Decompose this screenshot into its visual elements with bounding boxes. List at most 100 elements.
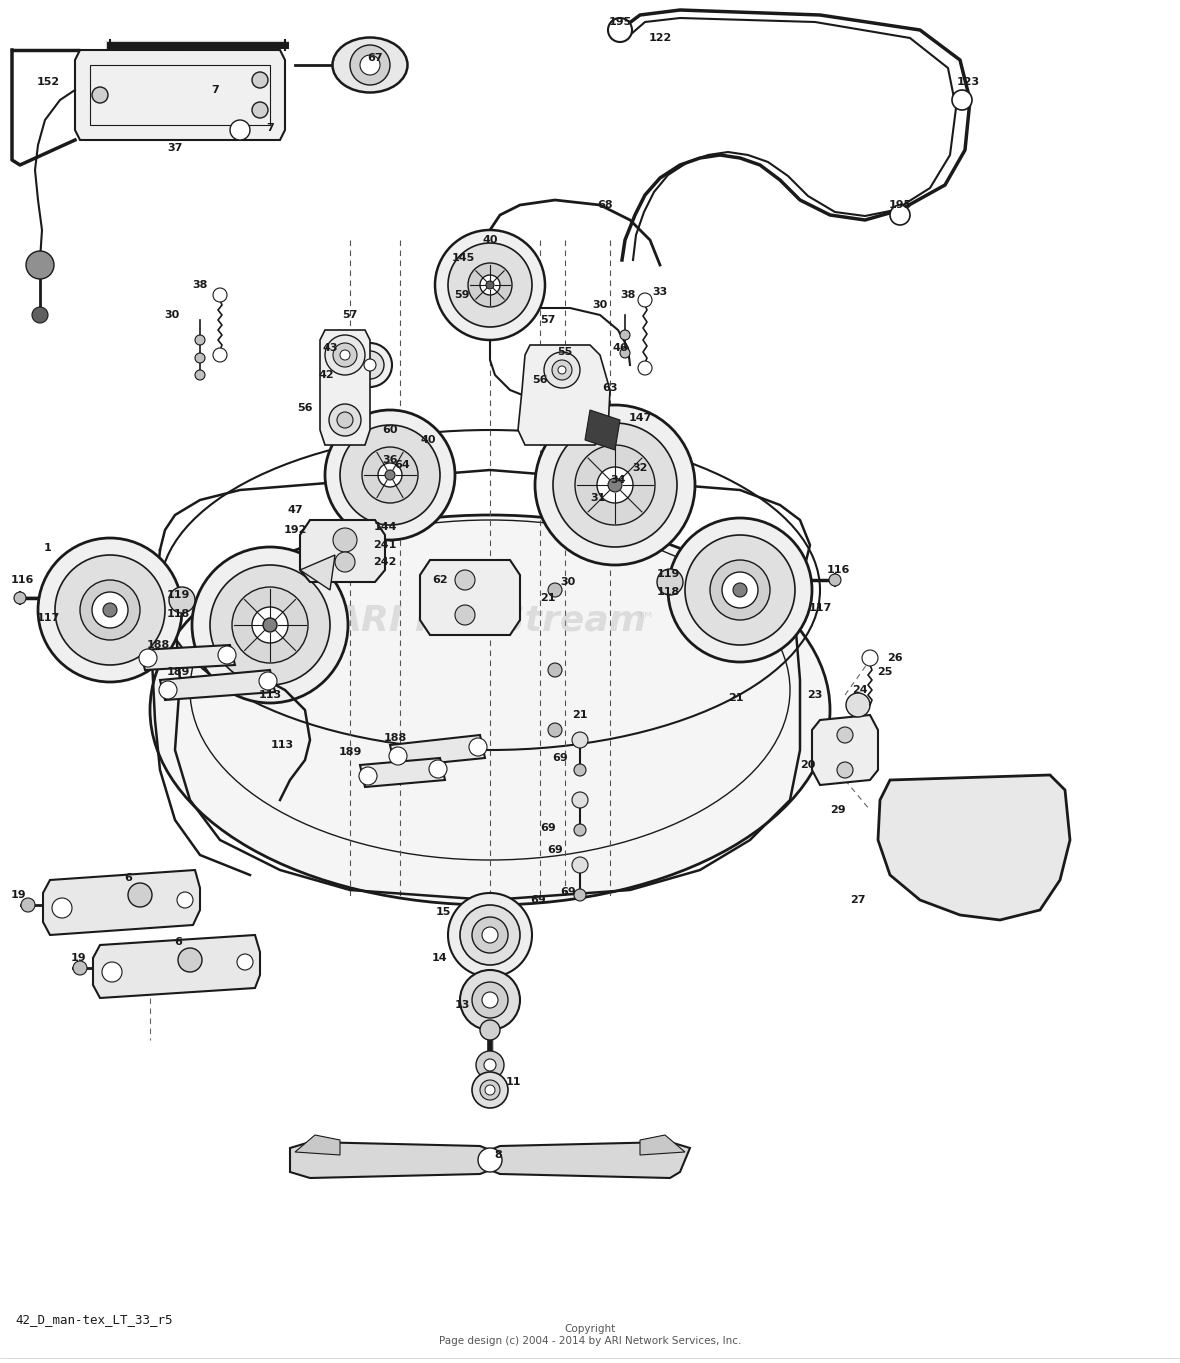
Text: 56: 56 [532, 375, 548, 384]
Circle shape [356, 352, 384, 379]
Circle shape [214, 288, 227, 303]
Circle shape [846, 692, 870, 717]
Circle shape [195, 335, 205, 345]
Text: 70: 70 [168, 44, 183, 53]
Circle shape [468, 737, 487, 756]
Circle shape [385, 470, 395, 480]
Circle shape [573, 765, 586, 776]
Circle shape [548, 662, 562, 677]
Text: 123: 123 [957, 76, 979, 87]
Text: 1: 1 [44, 542, 52, 553]
Text: 30: 30 [164, 309, 179, 320]
Text: 46: 46 [612, 343, 628, 353]
Circle shape [340, 425, 440, 525]
Text: 192: 192 [283, 525, 307, 536]
Circle shape [55, 555, 165, 665]
Circle shape [710, 560, 771, 620]
Circle shape [359, 767, 376, 785]
Text: 64: 64 [394, 459, 409, 470]
Text: 242: 242 [373, 557, 396, 567]
Text: 6: 6 [124, 872, 132, 883]
Text: 42_D_man-tex_LT_33_r5: 42_D_man-tex_LT_33_r5 [15, 1314, 172, 1326]
Circle shape [863, 650, 878, 667]
Circle shape [572, 792, 588, 808]
Ellipse shape [333, 38, 407, 93]
Circle shape [544, 352, 581, 388]
Text: 19: 19 [70, 953, 86, 964]
Circle shape [177, 891, 194, 908]
Text: 152: 152 [37, 76, 59, 87]
Text: ™: ™ [635, 611, 655, 630]
Text: 23: 23 [807, 690, 822, 701]
Circle shape [169, 587, 195, 613]
Circle shape [481, 992, 498, 1009]
Polygon shape [300, 521, 385, 582]
Circle shape [608, 18, 632, 42]
Text: 30: 30 [560, 577, 576, 587]
Text: 56: 56 [297, 403, 313, 413]
Circle shape [258, 672, 277, 690]
Circle shape [485, 1085, 494, 1094]
Text: 21: 21 [540, 593, 556, 602]
Circle shape [686, 536, 795, 645]
Text: 19: 19 [11, 890, 26, 900]
Circle shape [350, 45, 391, 85]
Circle shape [830, 574, 841, 586]
Circle shape [472, 917, 509, 953]
Circle shape [952, 90, 972, 110]
Circle shape [363, 358, 376, 371]
Circle shape [472, 981, 509, 1018]
Text: 42: 42 [319, 369, 334, 380]
Text: 33: 33 [653, 288, 668, 297]
Text: 195: 195 [889, 200, 912, 210]
Circle shape [620, 330, 630, 339]
Circle shape [178, 949, 202, 972]
Polygon shape [290, 1142, 690, 1178]
Text: 31: 31 [590, 493, 605, 503]
Text: 63: 63 [602, 383, 618, 393]
Text: 36: 36 [382, 455, 398, 465]
Text: 7: 7 [211, 85, 218, 95]
Circle shape [324, 410, 455, 540]
Circle shape [38, 538, 182, 682]
Circle shape [237, 954, 253, 970]
Circle shape [195, 353, 205, 363]
Circle shape [337, 412, 353, 428]
Polygon shape [640, 1135, 686, 1154]
Text: 6: 6 [175, 936, 182, 947]
Text: 57: 57 [540, 315, 556, 324]
Text: ARI PartStream: ARI PartStream [333, 602, 647, 637]
Text: 189: 189 [339, 747, 362, 756]
Text: 55: 55 [557, 348, 572, 357]
Text: 69: 69 [540, 823, 556, 833]
Circle shape [548, 583, 562, 597]
Circle shape [608, 478, 622, 492]
Text: 14: 14 [432, 953, 448, 964]
Text: 118: 118 [166, 609, 190, 619]
Circle shape [324, 335, 365, 375]
Circle shape [435, 230, 545, 339]
Polygon shape [518, 345, 610, 444]
Text: 119: 119 [656, 568, 680, 579]
Circle shape [159, 682, 177, 699]
Circle shape [558, 367, 566, 373]
Circle shape [575, 444, 655, 525]
Circle shape [139, 649, 157, 667]
Polygon shape [160, 671, 275, 701]
Circle shape [80, 581, 140, 641]
Circle shape [455, 605, 476, 626]
Text: 67: 67 [367, 53, 382, 63]
Circle shape [253, 72, 268, 89]
Circle shape [638, 361, 653, 375]
Text: 21: 21 [572, 710, 588, 720]
Text: 30: 30 [592, 300, 608, 309]
Ellipse shape [150, 515, 830, 905]
Circle shape [335, 552, 355, 572]
Polygon shape [360, 758, 445, 786]
Text: 27: 27 [851, 895, 866, 905]
Circle shape [340, 350, 350, 360]
Circle shape [480, 1020, 500, 1040]
Circle shape [553, 423, 677, 547]
Circle shape [597, 468, 632, 503]
Circle shape [430, 761, 447, 778]
